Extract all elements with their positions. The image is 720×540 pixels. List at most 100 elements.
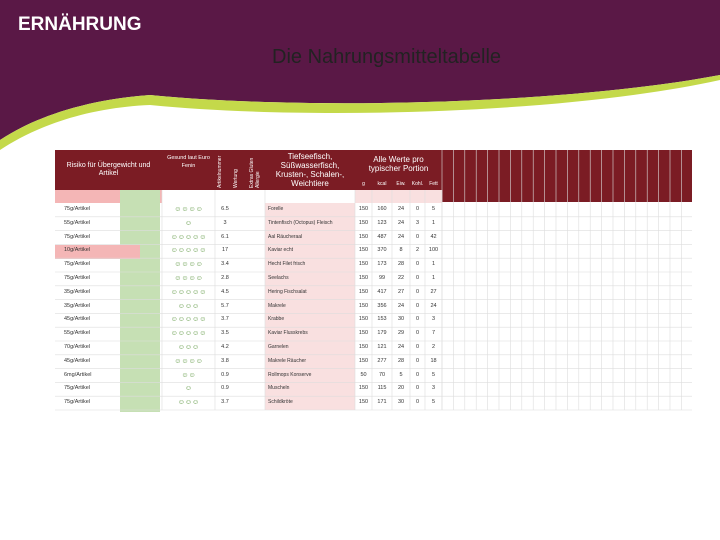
nutrient-value: 150 <box>358 206 369 212</box>
nutrient-value: 7 <box>431 330 436 337</box>
nutrient-value: 29 <box>397 330 405 337</box>
food-name: Hering Fischsalat <box>268 288 307 295</box>
header-gesund: Gesund laut Euro Fenin <box>167 155 210 169</box>
nutrient-value: 150 <box>358 302 369 309</box>
portion: 75g/Artikel <box>64 233 90 240</box>
portion: 75g/Artikel <box>64 385 90 392</box>
nutrient-value: 5 <box>399 371 403 378</box>
header-extras: Extras Gluten Allergie <box>249 157 261 188</box>
nutrient-value: 24 <box>397 219 405 226</box>
rating: ☺☺☺☺☺ <box>170 233 207 241</box>
food-name: Kaviar Flusskrebs <box>268 330 308 337</box>
nutrient-value: 171 <box>377 399 387 406</box>
header-artikelnummer: Artikelnummer <box>217 155 223 188</box>
score: 3.8 <box>221 357 229 364</box>
nutrient-value: 121 <box>377 344 387 350</box>
nutrient-value: 0 <box>415 302 420 309</box>
rating: ☺☺☺☺☺ <box>170 247 207 255</box>
food-name: Kaviar echt <box>268 247 294 254</box>
nutrient-value: 0 <box>415 275 420 281</box>
nutrient-value: 50 <box>360 371 367 378</box>
unit-header: g <box>362 181 365 187</box>
header-per-portion: Alle Werte pro typischer Portion <box>368 155 429 173</box>
nutrient-value: 277 <box>377 357 387 364</box>
score: 5.7 <box>221 302 229 309</box>
nutrient-value: 150 <box>358 219 369 226</box>
food-name: Krabbe <box>268 316 285 323</box>
nutrient-value: 150 <box>358 399 369 406</box>
nutrient-value: 150 <box>358 261 369 268</box>
nutrient-value: 5 <box>431 371 436 378</box>
nutrient-value: 173 <box>377 261 387 268</box>
nutrient-value: 150 <box>358 275 369 281</box>
nutrient-value: 27 <box>430 288 437 295</box>
nutrient-value: 160 <box>377 206 387 212</box>
nutrient-value: 115 <box>377 385 387 392</box>
nutrient-value: 1 <box>431 261 436 268</box>
rating: ☺☺☺ <box>177 399 200 407</box>
rating: ☺☺☺ <box>177 344 200 351</box>
nutrient-value: 18 <box>430 357 437 364</box>
nutrient-value: 0 <box>415 233 420 240</box>
rating: ☺☺☺☺ <box>174 275 203 282</box>
nutrient-value: 24 <box>397 344 405 350</box>
score: 3.7 <box>221 399 229 406</box>
score: 3 <box>223 219 227 226</box>
nutrient-value: 8 <box>399 247 403 254</box>
nutrient-value: 150 <box>358 233 369 240</box>
nutrient-value: 150 <box>358 330 369 337</box>
portion: 55g/Artikel <box>64 219 90 226</box>
nutrient-value: 27 <box>397 288 405 295</box>
food-name: Aal Räucheraal <box>268 233 303 240</box>
header-wertung: Wertung <box>233 169 239 188</box>
section-title: ERNÄHRUNG <box>18 14 142 35</box>
portion: 75g/Artikel <box>64 275 90 281</box>
nutrient-value: 0 <box>415 288 420 295</box>
nutrient-value: 150 <box>358 288 369 295</box>
portion: 45g/Artikel <box>64 357 90 364</box>
score: 0.9 <box>221 371 229 378</box>
nutrient-value: 99 <box>378 275 386 281</box>
nutrient-value: 30 <box>397 399 405 406</box>
food-name: Makrele <box>268 302 286 309</box>
rating: ☺☺☺☺☺ <box>170 288 207 296</box>
slide-title: Die Nahrungsmitteltabelle <box>272 46 502 68</box>
nutrient-value: 0 <box>415 344 420 350</box>
portion: 6mg/Artikel <box>64 371 92 378</box>
food-name: Hecht Filet frisch <box>268 261 306 268</box>
nutrient-value: 3 <box>431 316 436 323</box>
portion: 35g/Artikel <box>64 302 90 309</box>
nutrient-value: 150 <box>358 247 369 254</box>
header-category: Tiefseefisch, Süßwasserfisch, Krusten-, … <box>275 152 345 188</box>
nutrient-value: 0 <box>415 357 420 364</box>
nutrient-value: 24 <box>430 302 437 309</box>
food-name: Muscheln <box>268 385 290 392</box>
rating: ☺☺☺☺ <box>174 357 203 365</box>
nutrient-value: 417 <box>377 288 387 295</box>
header-risk: Risiko für Übergewicht und Artikel <box>66 162 151 177</box>
nutrient-value: 0 <box>415 316 420 323</box>
nutrient-value: 370 <box>377 247 387 254</box>
nutrient-value: 70 <box>378 371 386 378</box>
score: 3.5 <box>221 330 229 337</box>
nutrient-value: 5 <box>431 399 436 406</box>
nutrient-value: 179 <box>377 330 387 337</box>
nutrient-value: 150 <box>358 385 369 392</box>
rating: ☺☺☺☺☺ <box>170 330 207 338</box>
unit-header: kcal <box>377 181 387 187</box>
portion: 55g/Artikel <box>64 330 90 337</box>
nutrient-value: 24 <box>397 233 405 240</box>
score: 6.1 <box>221 233 229 240</box>
rating: ☺☺☺☺ <box>174 206 203 213</box>
rating: ☺ <box>184 385 193 393</box>
score: 6.5 <box>221 206 229 212</box>
nutrient-value: 24 <box>397 302 405 309</box>
nutrient-value: 3 <box>431 385 436 392</box>
score: 3.4 <box>221 261 229 268</box>
food-name: Makrele Räucher <box>268 357 307 364</box>
rating: ☺ <box>184 219 193 227</box>
nutrient-value: 30 <box>397 316 405 323</box>
nutrient-value: 2 <box>431 344 436 350</box>
